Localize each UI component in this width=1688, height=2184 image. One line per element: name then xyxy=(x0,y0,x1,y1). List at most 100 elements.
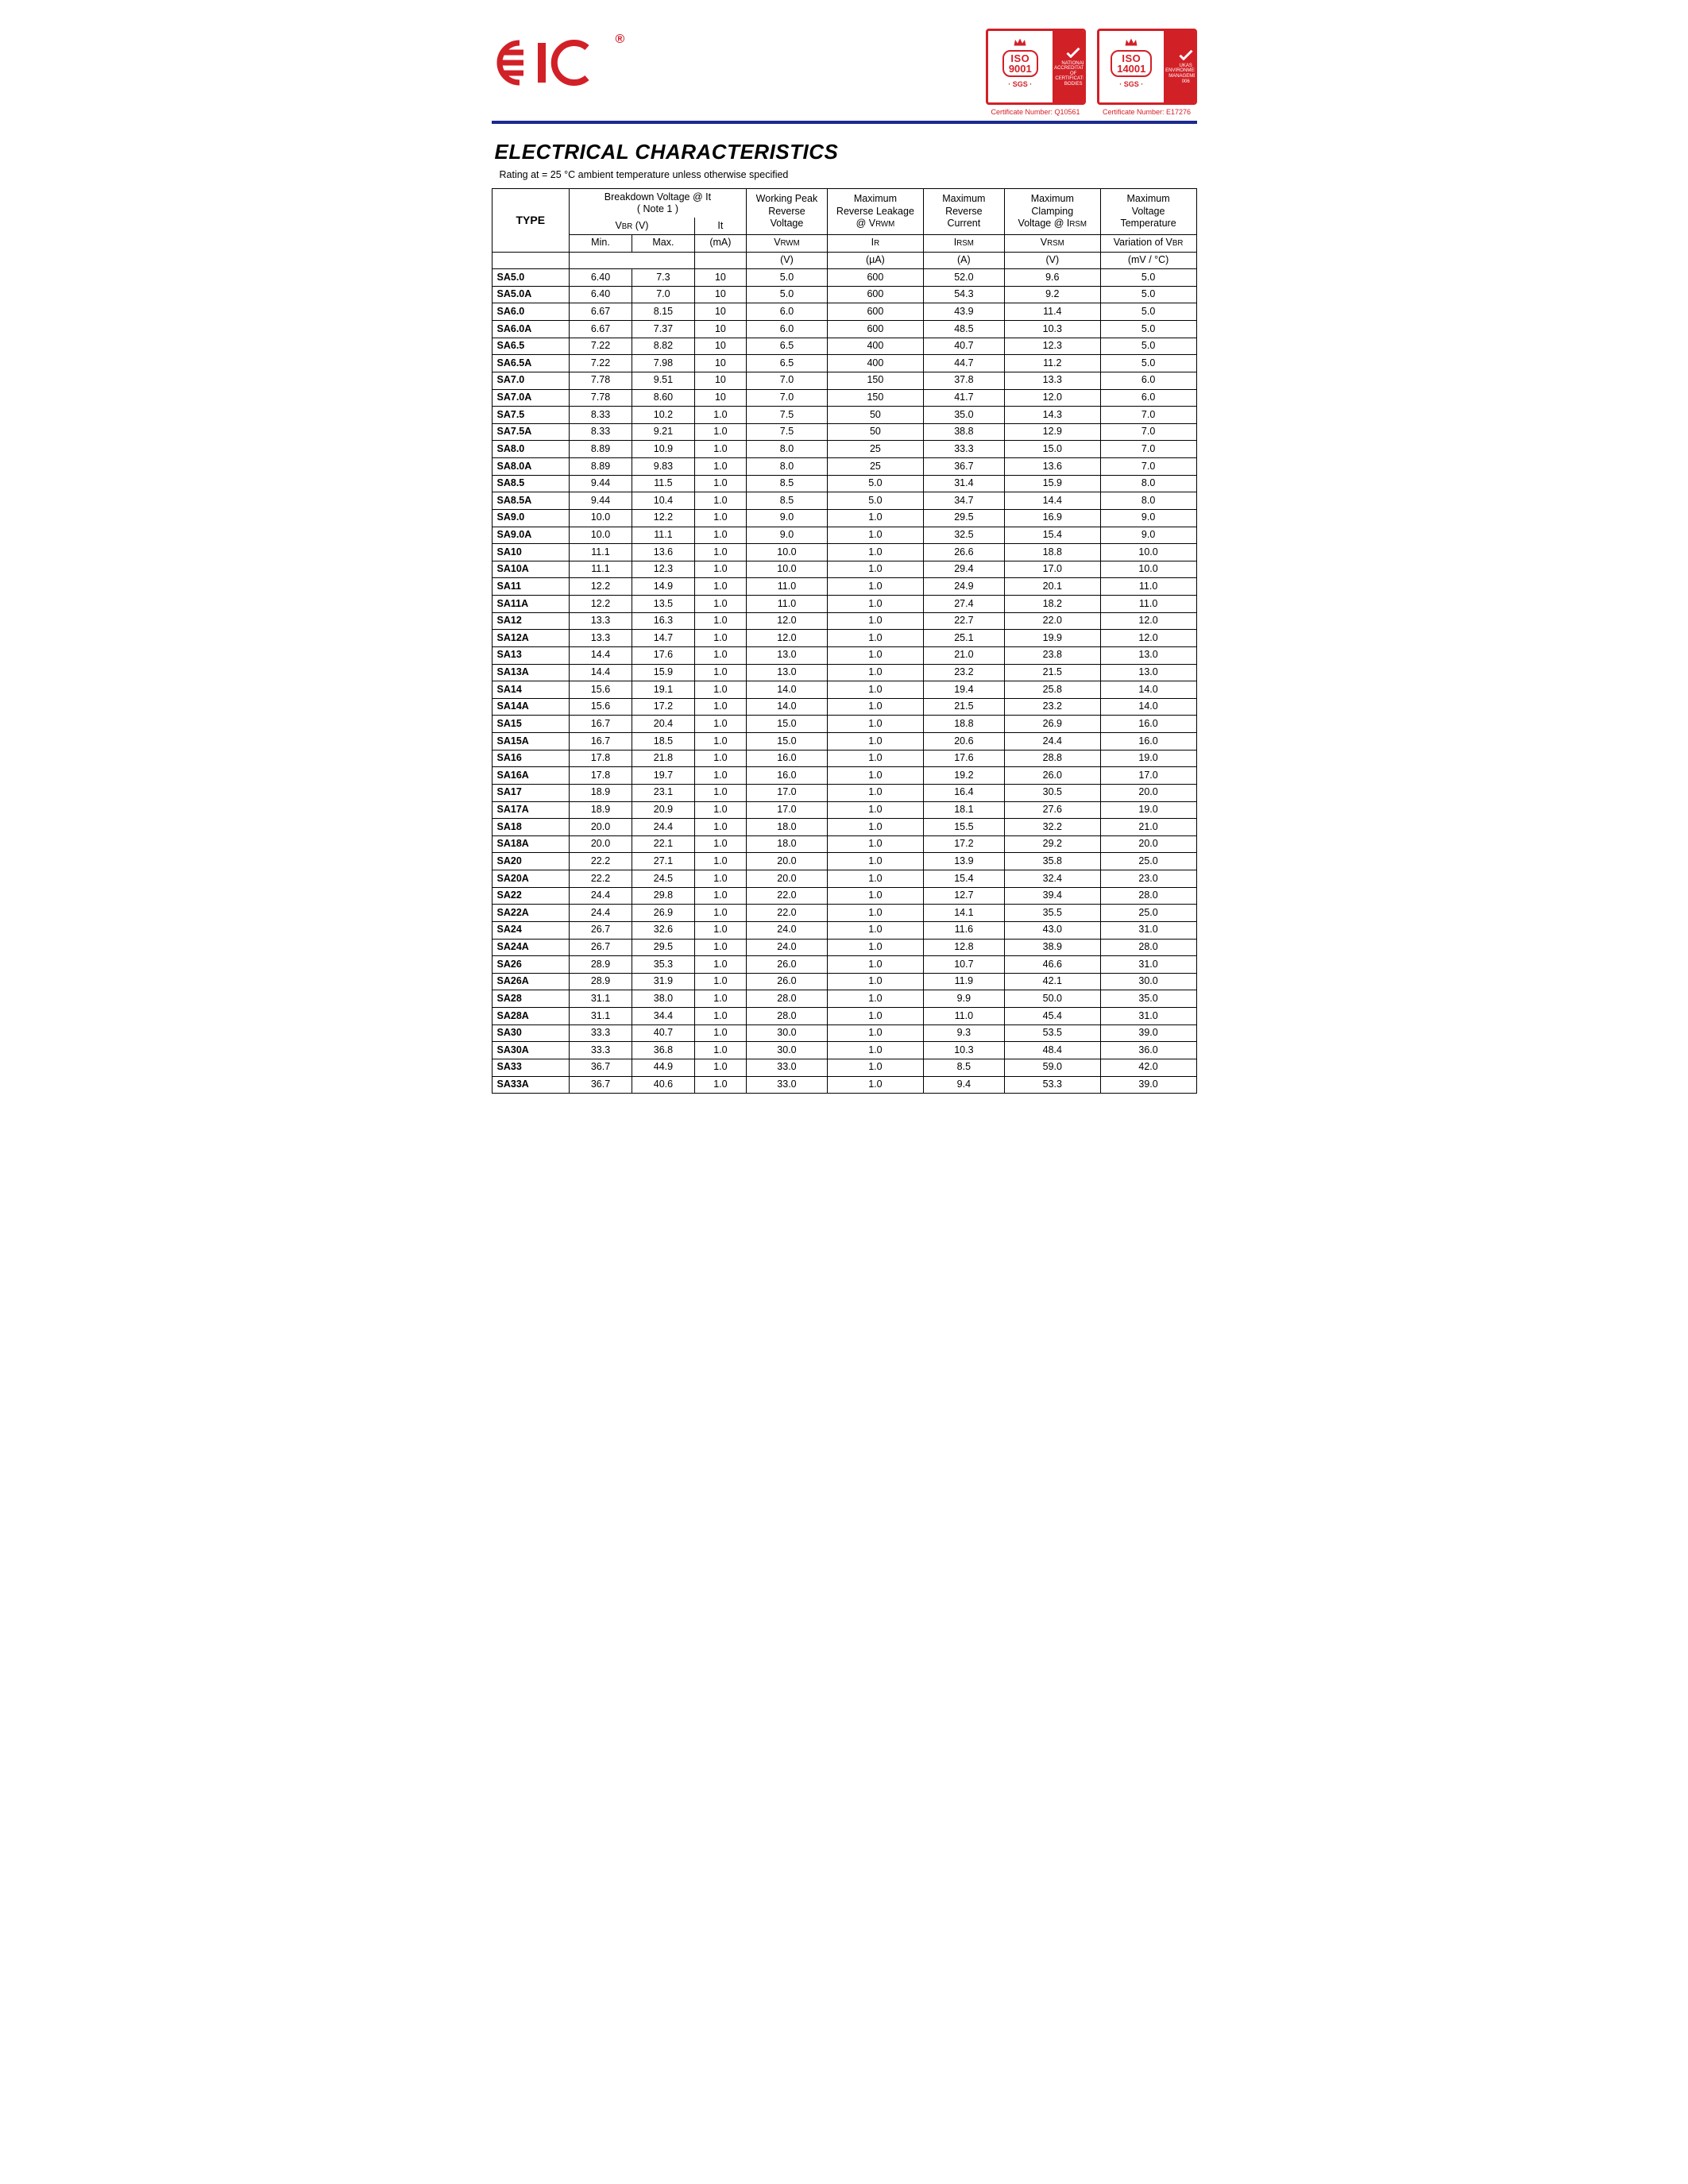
data-cell: 21.8 xyxy=(632,750,694,767)
data-cell: 16.9 xyxy=(1004,509,1100,527)
data-cell: 17.0 xyxy=(746,784,827,801)
data-cell: 30.5 xyxy=(1004,784,1100,801)
data-cell: 18.8 xyxy=(923,716,1004,733)
data-cell: 48.5 xyxy=(923,321,1004,338)
table-row: SA3336.744.91.033.01.08.559.042.0 xyxy=(492,1059,1196,1076)
type-cell: SA30A xyxy=(492,1042,570,1059)
data-cell: 1.0 xyxy=(828,767,924,785)
data-cell: 600 xyxy=(828,286,924,303)
data-cell: 18.0 xyxy=(746,835,827,853)
data-cell: 1.0 xyxy=(828,1042,924,1059)
data-cell: 1.0 xyxy=(828,733,924,751)
data-cell: 19.0 xyxy=(1100,750,1196,767)
data-cell: 29.8 xyxy=(632,887,694,905)
data-cell: 16.7 xyxy=(570,716,632,733)
data-cell: 41.7 xyxy=(923,389,1004,407)
data-cell: 11.1 xyxy=(570,561,632,578)
data-cell: 1.0 xyxy=(694,698,746,716)
data-cell: 25.0 xyxy=(1100,853,1196,870)
table-row: SA6.06.678.15106.060043.911.45.0 xyxy=(492,303,1196,321)
table-row: SA22A24.426.91.022.01.014.135.525.0 xyxy=(492,905,1196,922)
data-cell: 30.0 xyxy=(746,1024,827,1042)
table-row: SA2426.732.61.024.01.011.643.031.0 xyxy=(492,921,1196,939)
table-row: SA6.5A7.227.98106.540044.711.25.0 xyxy=(492,355,1196,372)
data-cell: 5.0 xyxy=(1100,355,1196,372)
data-cell: 8.15 xyxy=(632,303,694,321)
data-cell: 22.2 xyxy=(570,853,632,870)
blank xyxy=(694,252,746,269)
data-cell: 12.0 xyxy=(1004,389,1100,407)
col-min: Min. xyxy=(570,234,632,252)
table-row: SA5.0A6.407.0105.060054.39.25.0 xyxy=(492,286,1196,303)
data-cell: 14.0 xyxy=(1100,681,1196,699)
eic-logo: ® xyxy=(492,29,624,91)
data-cell: 22.7 xyxy=(923,612,1004,630)
data-cell: 7.78 xyxy=(570,389,632,407)
data-cell: 34.4 xyxy=(632,1008,694,1025)
data-cell: 1.0 xyxy=(828,716,924,733)
data-cell: 12.0 xyxy=(746,612,827,630)
data-cell: 20.0 xyxy=(746,853,827,870)
data-cell: 31.1 xyxy=(570,990,632,1008)
data-cell: 13.9 xyxy=(923,853,1004,870)
type-cell: SA9.0 xyxy=(492,509,570,527)
data-cell: 46.6 xyxy=(1004,956,1100,974)
table-row: SA8.0A8.899.831.08.02536.713.67.0 xyxy=(492,458,1196,476)
data-cell: 33.3 xyxy=(570,1042,632,1059)
col-vrsm: Maximum Clamping Voltage @ IRSM xyxy=(1004,189,1100,235)
data-cell: 7.37 xyxy=(632,321,694,338)
sym-irsm: IRSM xyxy=(923,234,1004,252)
data-cell: 37.8 xyxy=(923,372,1004,389)
data-cell: 1.0 xyxy=(828,698,924,716)
data-cell: 22.2 xyxy=(570,870,632,888)
table-row: SA30A33.336.81.030.01.010.348.436.0 xyxy=(492,1042,1196,1059)
data-cell: 32.4 xyxy=(1004,870,1100,888)
certification-badges: ISO 9001 · SGS · NATIONAL ACCREDITATION … xyxy=(986,29,1197,116)
data-cell: 23.2 xyxy=(1004,698,1100,716)
data-cell: 1.0 xyxy=(694,1059,746,1076)
data-cell: 42.1 xyxy=(1004,973,1100,990)
type-cell: SA7.0 xyxy=(492,372,570,389)
data-cell: 1.0 xyxy=(828,956,924,974)
data-cell: 29.5 xyxy=(632,939,694,956)
data-cell: 8.33 xyxy=(570,407,632,424)
data-cell: 1.0 xyxy=(694,1024,746,1042)
table-row: SA24A26.729.51.024.01.012.838.928.0 xyxy=(492,939,1196,956)
type-cell: SA5.0A xyxy=(492,286,570,303)
rating-note: Rating at = 25 °C ambient temperature un… xyxy=(500,169,1197,180)
data-cell: 1.0 xyxy=(828,681,924,699)
sym-vrwm: VRWM xyxy=(746,234,827,252)
table-row: SA1516.720.41.015.01.018.826.916.0 xyxy=(492,716,1196,733)
data-cell: 10 xyxy=(694,321,746,338)
data-cell: 1.0 xyxy=(828,664,924,681)
data-cell: 20.4 xyxy=(632,716,694,733)
data-cell: 10.0 xyxy=(570,509,632,527)
data-cell: 11.2 xyxy=(1004,355,1100,372)
data-cell: 14.4 xyxy=(570,646,632,664)
table-row: SA3033.340.71.030.01.09.353.539.0 xyxy=(492,1024,1196,1042)
data-cell: 11.0 xyxy=(1100,596,1196,613)
data-cell: 9.0 xyxy=(746,509,827,527)
data-cell: 26.0 xyxy=(1004,767,1100,785)
data-cell: 400 xyxy=(828,355,924,372)
data-cell: 8.89 xyxy=(570,441,632,458)
blank xyxy=(570,252,695,269)
table-row: SA6.0A6.677.37106.060048.510.35.0 xyxy=(492,321,1196,338)
type-cell: SA13A xyxy=(492,664,570,681)
data-cell: 11.0 xyxy=(923,1008,1004,1025)
data-cell: 23.8 xyxy=(1004,646,1100,664)
type-cell: SA11 xyxy=(492,578,570,596)
data-cell: 12.0 xyxy=(1100,612,1196,630)
data-cell: 10 xyxy=(694,355,746,372)
cert-iso-14001: ISO 14001 · SGS · UKAS ENVIRONMENTAL MAN… xyxy=(1097,29,1197,116)
data-cell: 25 xyxy=(828,441,924,458)
data-cell: 1.0 xyxy=(828,1076,924,1094)
bv-note: ( Note 1 ) xyxy=(637,203,678,214)
table-row: SA14A15.617.21.014.01.021.523.214.0 xyxy=(492,698,1196,716)
data-cell: 1.0 xyxy=(828,939,924,956)
table-row: SA1112.214.91.011.01.024.920.111.0 xyxy=(492,578,1196,596)
table-row: SA1011.113.61.010.01.026.618.810.0 xyxy=(492,544,1196,561)
data-cell: 1.0 xyxy=(694,784,746,801)
data-cell: 17.0 xyxy=(746,801,827,819)
data-cell: 15.0 xyxy=(746,716,827,733)
